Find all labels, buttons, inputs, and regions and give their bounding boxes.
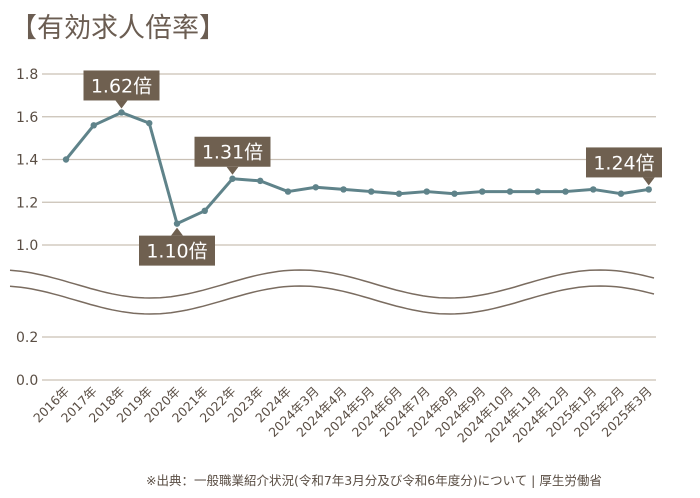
y-tick-label: 0.0 [16,373,38,389]
break-wave-upper [9,269,655,299]
source-note: ※出典：一般職業紹介状況(令和7年3月分及び令和6年度分)について | 厚生労働… [146,473,602,488]
callout-pointer [226,166,239,175]
data-point [284,188,292,195]
callout-pointer [642,177,655,186]
axis-break [9,269,655,315]
grid-lines [42,73,656,381]
y-tick-label: 1.2 [16,195,38,211]
callouts: 1.62倍 1.10倍 1.31倍 1.24倍 [83,70,662,266]
data-point [173,220,181,227]
x-tick-labels: 2016年2017年2018年2019年2020年2021年2022年2023年… [30,384,655,446]
data-point [368,188,375,195]
callout-box [83,70,160,101]
data-point [340,186,347,193]
callout-label: 1.62倍 [91,75,152,97]
data-point [562,188,569,195]
callout-box [586,147,662,178]
data-point [645,186,652,193]
y-tick-label: 0.2 [16,330,38,346]
data-point [423,188,430,195]
callout-label: 1.31倍 [202,142,263,164]
data-point [229,175,236,182]
data-point [590,186,597,193]
callout-pointer [115,100,128,109]
callout-box [194,136,271,167]
data-point [617,190,625,197]
data-point [395,190,403,197]
data-point [479,188,486,195]
data-point [506,188,514,195]
y-tick-label: 1.8 [16,67,38,83]
data-point [201,207,208,214]
data-point [451,190,458,197]
callout-box [139,235,215,266]
callout-label: 1.24倍 [593,152,654,174]
data-point [62,156,70,163]
y-tick-label: 1.0 [16,238,38,254]
callout-pointer [171,227,183,236]
data-series [62,109,652,227]
data-point [90,122,97,129]
chart-title: 【有効求人倍率】 [10,13,226,44]
y-tick-labels: 1.8 1.6 1.4 1.2 1.0 0.2 0.0 [16,67,38,389]
y-tick-label: 1.6 [16,110,38,126]
data-point [312,184,319,191]
break-wave-lower [9,285,655,315]
series-line [64,110,649,226]
callout-label: 1.10倍 [146,241,207,263]
data-point [257,177,264,185]
data-point [118,109,125,116]
data-point [146,119,153,127]
data-point [534,188,541,195]
y-tick-label: 1.4 [16,153,38,169]
